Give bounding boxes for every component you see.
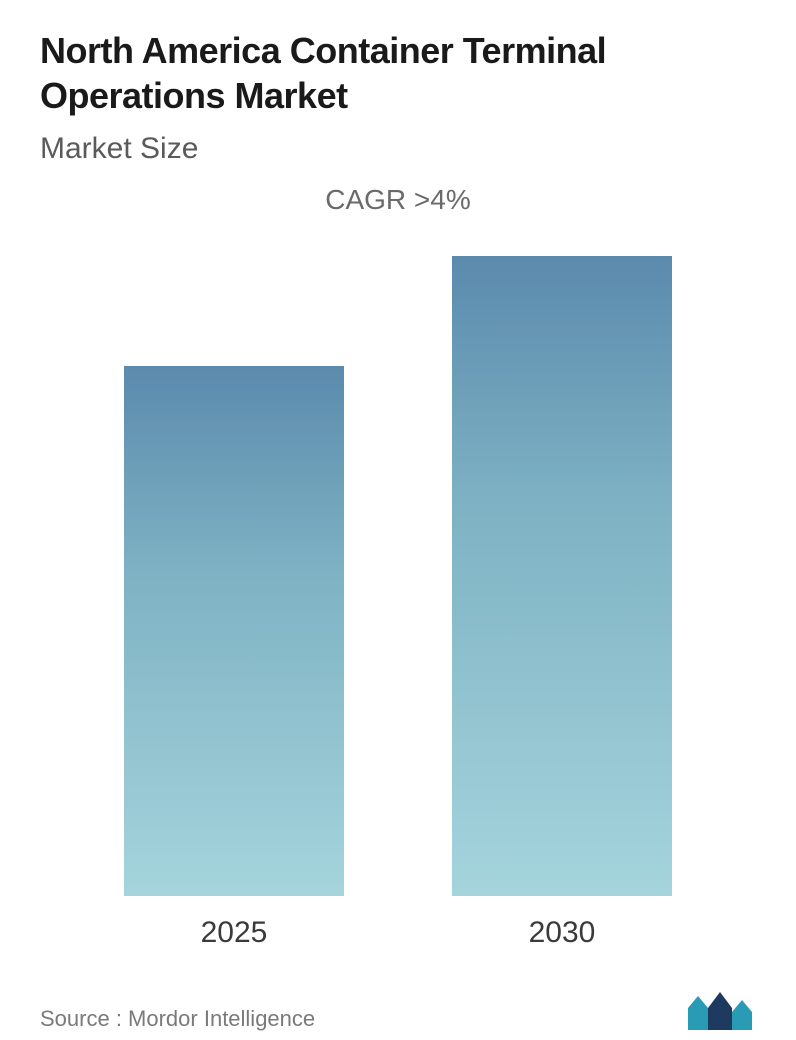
cagr-label: CAGR >4% bbox=[40, 184, 756, 216]
chart-container: North America Container Terminal Operati… bbox=[0, 0, 796, 1034]
bar-1 bbox=[452, 256, 672, 896]
mordor-logo-icon bbox=[686, 990, 756, 1032]
bar-label-1: 2030 bbox=[529, 916, 596, 950]
chart-subtitle: Market Size bbox=[40, 132, 756, 166]
bar-group-0: 2025 bbox=[124, 366, 344, 950]
bar-group-1: 2030 bbox=[452, 256, 672, 950]
source-label: Source : Mordor Intelligence bbox=[40, 1006, 315, 1032]
chart-title: North America Container Terminal Operati… bbox=[40, 28, 756, 118]
bar-0 bbox=[124, 366, 344, 896]
chart-plot-area: 2025 2030 bbox=[40, 256, 756, 970]
bar-label-0: 2025 bbox=[201, 916, 268, 950]
chart-footer: Source : Mordor Intelligence bbox=[40, 970, 756, 1040]
